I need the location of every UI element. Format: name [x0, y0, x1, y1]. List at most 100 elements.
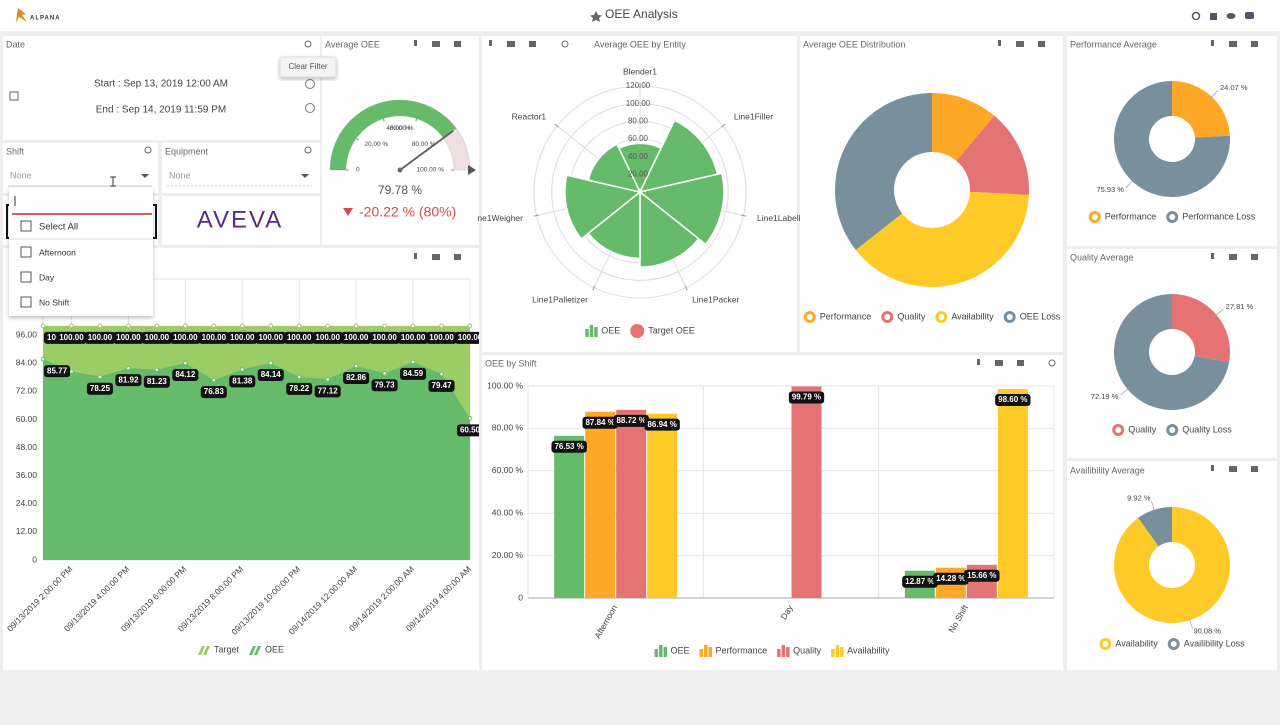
legend-icon	[1167, 638, 1180, 650]
date-start[interactable]: Start : Sep 13, 2019 12:00 AM	[94, 79, 228, 90]
dropdown-option[interactable]: Day	[20, 271, 55, 283]
reset-icon[interactable]	[304, 146, 312, 154]
checkbox[interactable]	[20, 220, 32, 232]
pie-segment	[1138, 507, 1172, 547]
value-label: 100.00	[202, 333, 227, 342]
point	[467, 323, 473, 329]
refresh-icon[interactable]	[1191, 11, 1201, 21]
chat-icon[interactable]	[1245, 12, 1254, 19]
gauge-fill	[330, 100, 457, 170]
checkbox[interactable]	[20, 296, 32, 308]
equipment-label: Equipment	[165, 146, 209, 156]
toolbar[interactable]	[414, 40, 461, 47]
clock-icon[interactable]	[305, 79, 315, 89]
value-label-box	[314, 385, 341, 398]
dropdown-option[interactable]: Afternoon	[20, 246, 76, 258]
area	[43, 359, 470, 560]
legend-icon	[654, 649, 659, 657]
equipment-value[interactable]: None	[169, 170, 191, 180]
value-label-box	[428, 379, 455, 392]
reset-icon[interactable]	[144, 146, 152, 154]
value-label-box	[340, 331, 372, 344]
y-tick-label: 36.00	[16, 470, 38, 480]
chart-title: Availibility Average	[1070, 465, 1145, 475]
y-tick-label: 80.00 %	[492, 423, 524, 433]
date-panel	[3, 36, 320, 140]
y-tick-label: 84.00	[16, 358, 38, 368]
legend-icon	[659, 645, 663, 657]
reset-icon[interactable]	[561, 40, 569, 48]
calendar-icon[interactable]	[9, 91, 19, 101]
toolbar[interactable]	[977, 359, 1056, 367]
wedge	[564, 174, 642, 240]
toolbar[interactable]	[414, 253, 461, 260]
favorite-star[interactable]	[590, 11, 602, 22]
toolbar[interactable]	[1211, 253, 1258, 260]
legend-icon	[708, 647, 713, 657]
legend-icon	[777, 649, 781, 657]
dropdown-arrow[interactable]	[301, 174, 309, 178]
option-label[interactable]: Day	[39, 272, 55, 282]
gauge-pointer	[468, 165, 476, 175]
checkbox[interactable]	[20, 271, 32, 283]
category-label: Reactor1	[512, 111, 547, 121]
r-tick-label: 120.00	[626, 81, 651, 90]
brand-panel	[162, 196, 320, 245]
toolbar[interactable]	[1211, 465, 1258, 472]
chart-title: Performance Average	[1070, 39, 1157, 49]
value-label-box	[397, 331, 429, 344]
shift-value[interactable]: None	[10, 170, 32, 180]
chart-title: Average OEE Distribution	[803, 39, 905, 49]
pie-label: 72.19 %	[1091, 392, 1119, 401]
r-tick-label: 20.00	[628, 169, 649, 178]
category-label: Line1Labell	[757, 213, 801, 223]
header-icons[interactable]	[1191, 11, 1255, 21]
category-label: Line1Filler	[734, 111, 773, 121]
option-label[interactable]: Select All	[39, 222, 78, 233]
checkbox[interactable]	[20, 246, 32, 258]
equipment-panel	[162, 143, 320, 193]
gauge-tick-label: 40.00 %	[386, 125, 410, 132]
value-label: 100.00	[401, 333, 426, 342]
value-label: 79.73	[375, 380, 396, 389]
dropdown-option[interactable]: No Shift	[20, 296, 70, 308]
value-label-box	[456, 424, 479, 437]
reset-icon[interactable]	[304, 40, 312, 48]
panel-toolbars[interactable]	[414, 40, 1258, 472]
value-label: 81.23	[147, 377, 168, 386]
value-label: 86.94 %	[647, 420, 676, 429]
point	[97, 323, 103, 329]
view-icon[interactable]	[1226, 13, 1236, 19]
value-label-box	[902, 575, 938, 588]
y-tick-label: 12.00	[16, 526, 38, 536]
gauge-hub	[397, 167, 403, 173]
leader-line	[1151, 501, 1156, 512]
pie-segment	[932, 93, 995, 161]
wedge	[587, 190, 641, 260]
download-icon[interactable]	[1210, 13, 1217, 20]
value-label-box	[369, 331, 400, 344]
toolbar[interactable]	[998, 40, 1045, 47]
spoke-tick	[554, 123, 560, 128]
toolbar[interactable]	[489, 40, 536, 47]
point	[353, 323, 359, 329]
toolbar[interactable]	[1211, 40, 1258, 47]
clock-icon[interactable]	[305, 103, 315, 113]
value-label-box	[312, 331, 343, 344]
date-end[interactable]: End : Sep 14, 2019 11:59 PM	[96, 105, 226, 116]
value-label-box	[172, 369, 199, 382]
legend: Performance Performance Loss	[1088, 211, 1256, 223]
option-label[interactable]: Afternoon	[39, 247, 76, 257]
bar	[616, 409, 647, 598]
logo-text: ALPANA	[30, 16, 61, 22]
value-label: 78.25	[90, 384, 111, 393]
value-label: 81.38	[232, 377, 253, 386]
pie-segment	[1113, 81, 1230, 197]
bar	[585, 411, 616, 598]
option-label[interactable]: No Shift	[39, 297, 70, 307]
point	[467, 416, 473, 421]
dropdown-arrow[interactable]	[141, 174, 149, 178]
overlay: Clear Filter Select All Afternoon Day No…	[9, 56, 337, 316]
y-tick-label: 0	[32, 554, 37, 564]
dropdown-option[interactable]: Select All	[20, 220, 78, 233]
